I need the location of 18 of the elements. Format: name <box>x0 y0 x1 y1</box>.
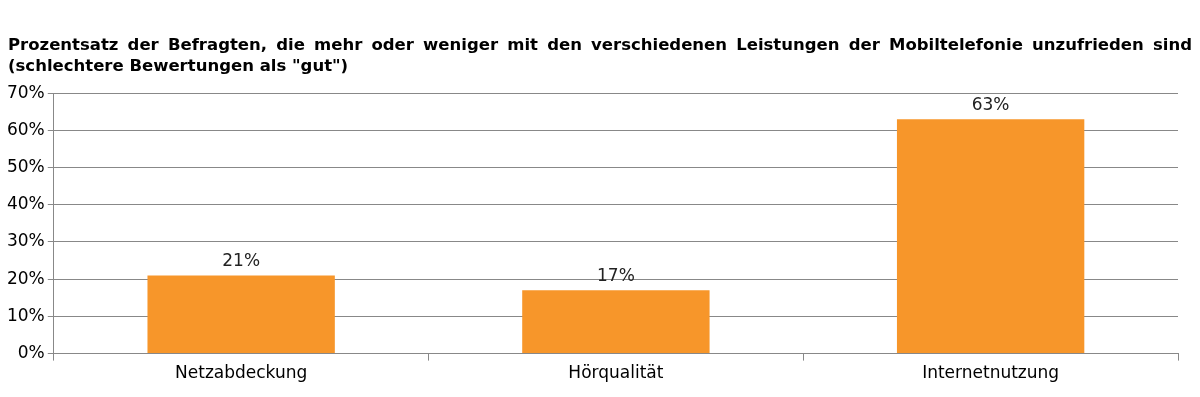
y-tick-label: 40% <box>6 193 45 214</box>
chart-title: Prozentsatz der Befragten, die mehr oder weniger mit den verschiedenen Leistungen der Mobiltelefonie unzufrieden sind (schlechtere Bewertungen als "gut") <box>8 34 1192 76</box>
y-tick-label: 20% <box>6 267 45 288</box>
y-tick-label: 0% <box>17 342 45 363</box>
x-tick-label: Netzabdeckung <box>175 362 308 383</box>
y-tick-label: 10% <box>6 304 45 325</box>
data-label: 63% <box>971 94 1010 115</box>
data-label: 21% <box>222 250 261 271</box>
y-tick-label: 50% <box>6 156 45 177</box>
bar <box>147 275 335 354</box>
bar <box>522 290 710 354</box>
y-tick-label: 60% <box>6 118 45 139</box>
y-tick-label: 70% <box>6 81 45 102</box>
bar <box>896 119 1085 354</box>
data-label: 17% <box>596 265 635 286</box>
x-tick-label: Hörqualität <box>568 362 664 383</box>
x-tick-label: Internetnutzung <box>922 362 1060 383</box>
y-tick-label: 30% <box>6 230 45 251</box>
